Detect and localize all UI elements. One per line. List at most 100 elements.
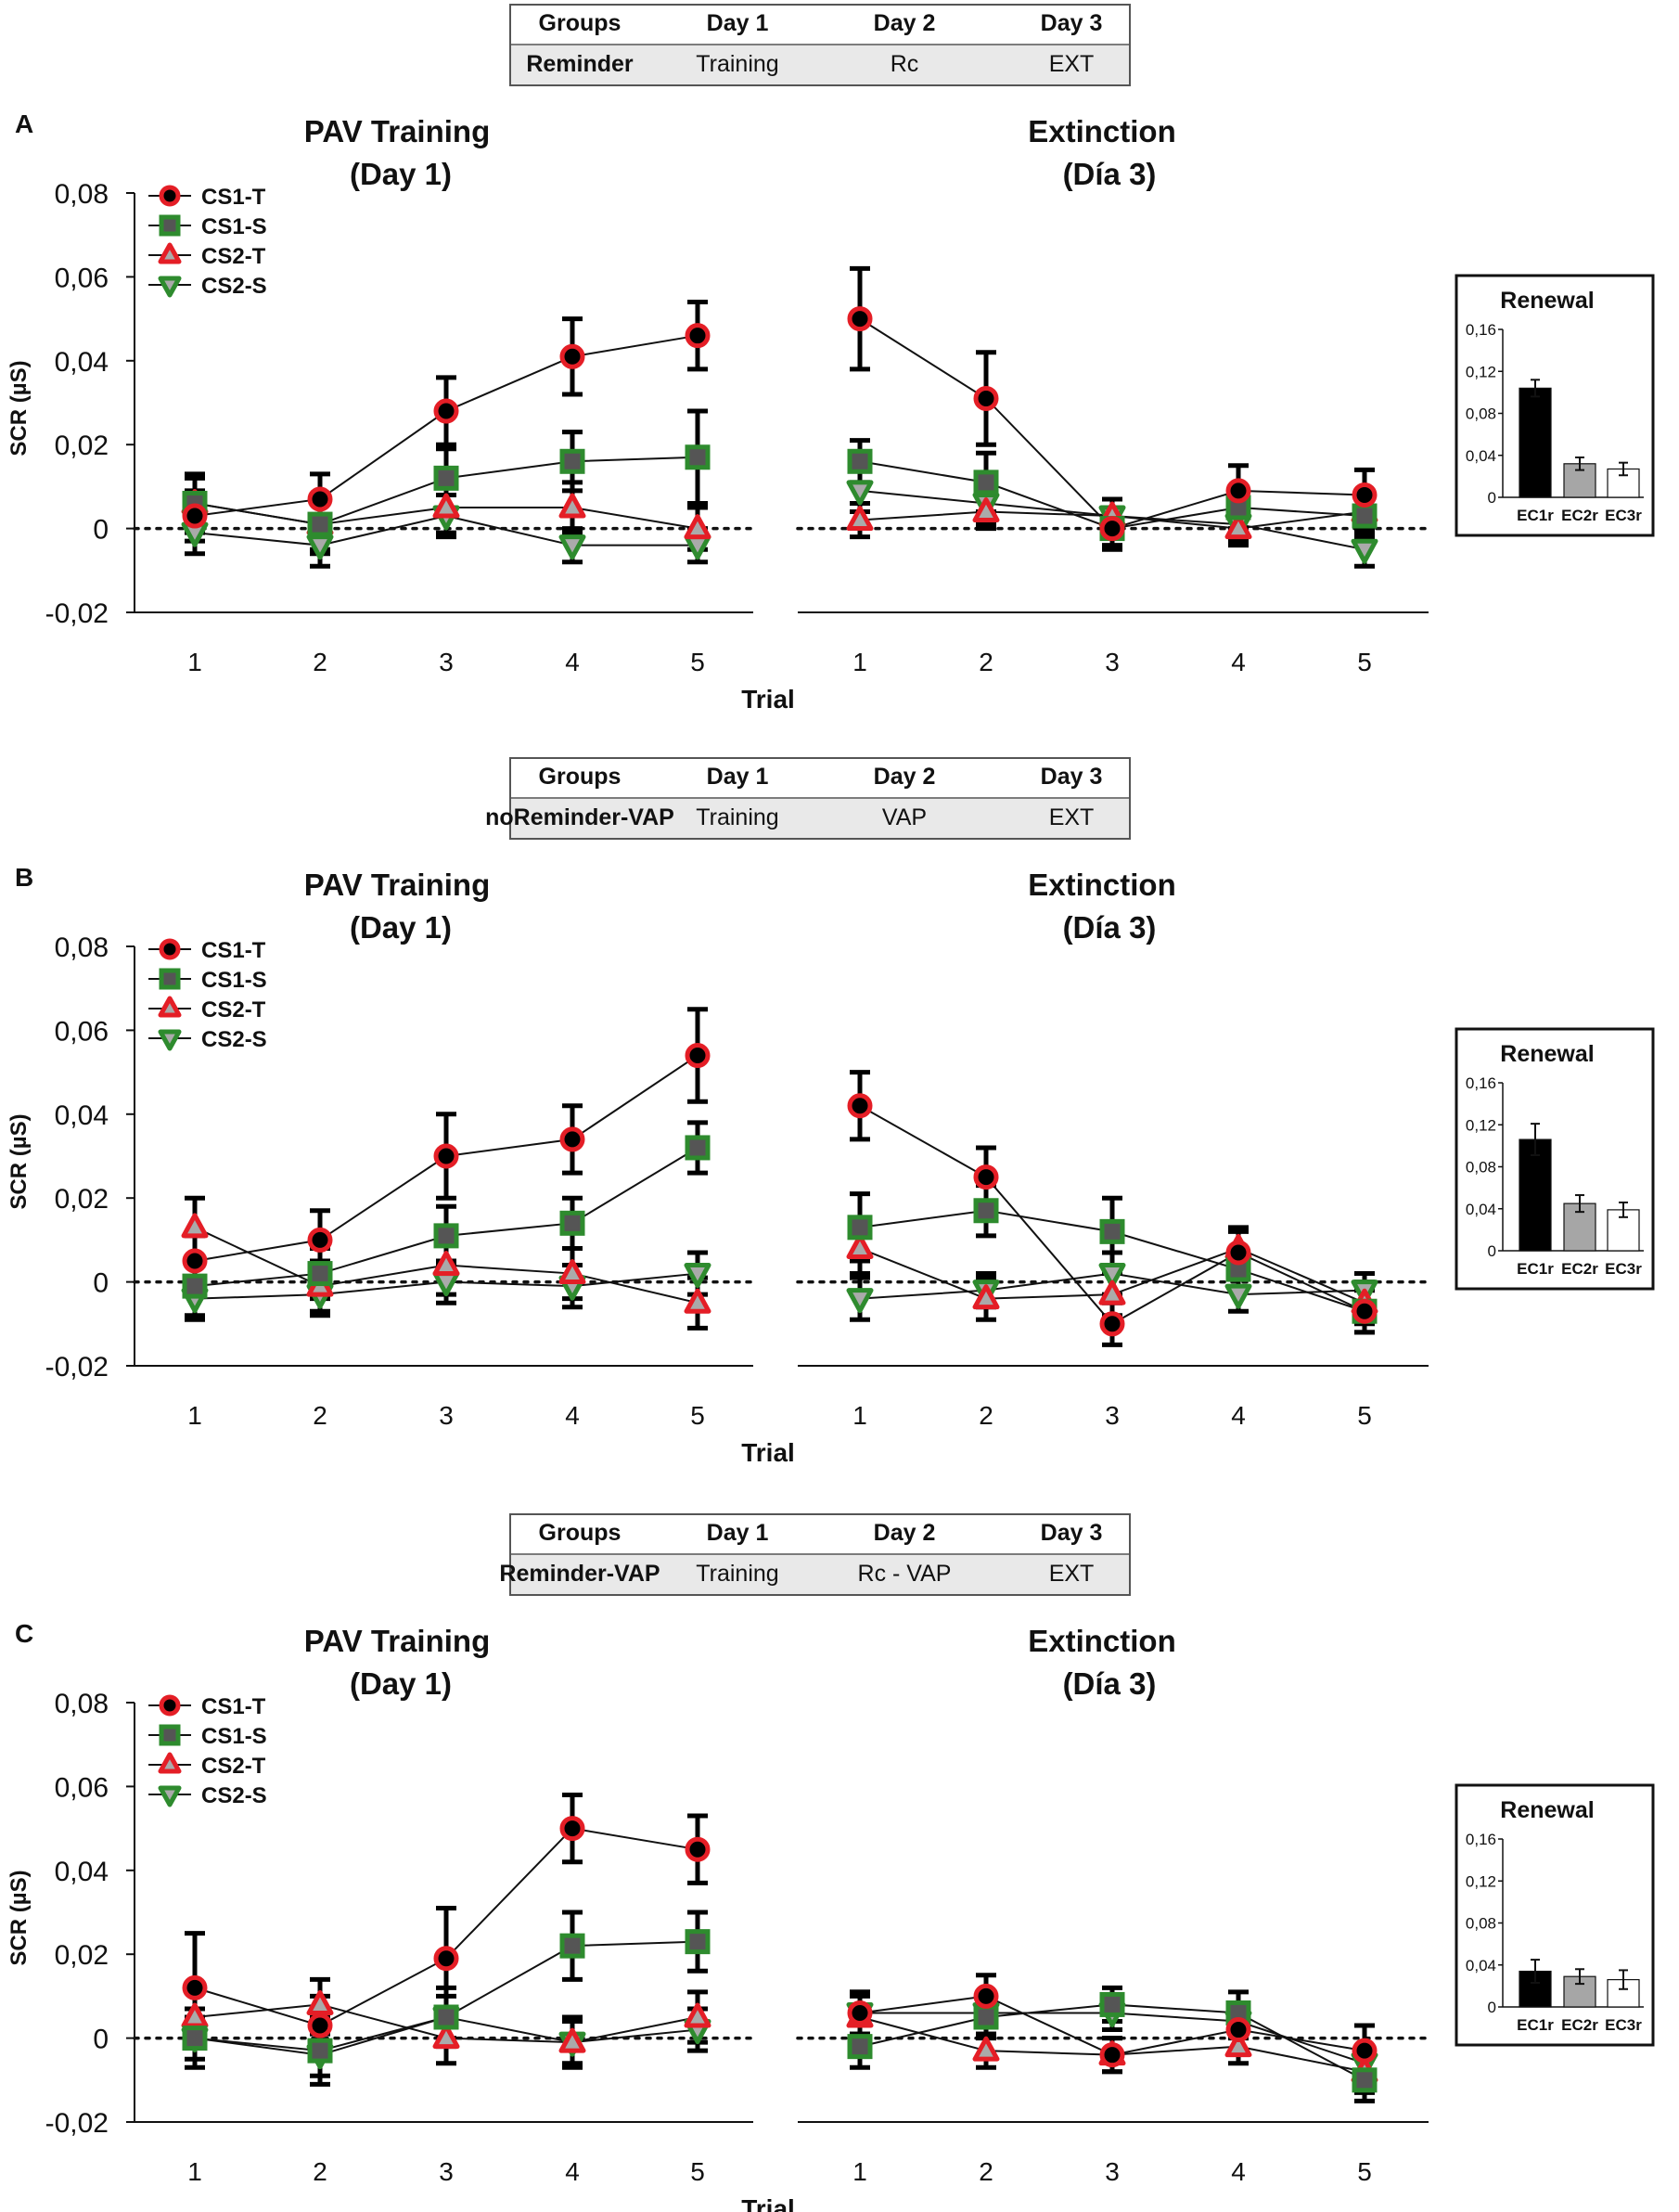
group-table: Groups Day 1 Day 2 Day 3 noReminder-VAP Train…	[485, 757, 1131, 840]
marker-CS1-T	[1099, 516, 1125, 542]
axes: -0,02 0 0,02 0,04 0,06 0,08 SCR (µS) 1 1 2 2 3 3 4 4 5 5…	[6, 1689, 1430, 2212]
marker-CS1-S	[433, 465, 459, 491]
table-cell: Reminder-VAP	[499, 1561, 660, 1587]
axes: -0,02 0 0,02 0,04 0,06 0,08 SCR (µS) 1 1 2 2 3 3 4 4 5 5…	[6, 932, 1430, 1467]
y-tick-label: 0	[93, 1268, 109, 1299]
x-tick-label: 1	[187, 648, 202, 676]
marker-CS1-S	[559, 1933, 585, 1959]
marker-CS2-S	[846, 1288, 874, 1314]
x-tick-label: 2	[313, 648, 327, 676]
x-tick-label: 1	[187, 1401, 202, 1430]
table-header: Day 3	[1041, 1520, 1103, 1546]
renewal-category-label: EC1r	[1517, 507, 1554, 524]
marker-CS2-T	[1224, 2032, 1252, 2058]
marker-CS1-T	[1225, 478, 1251, 504]
marker-CS1-T	[159, 185, 181, 207]
x-tick-label: 3	[1105, 2157, 1120, 2186]
marker-CS1-T	[559, 1126, 585, 1152]
y-tick-label: 0,06	[55, 1772, 109, 1803]
marker-CS1-S	[1352, 2067, 1378, 2093]
marker-CS1-T	[1099, 2042, 1125, 2068]
renewal-tick-label: 0	[1488, 1242, 1496, 1260]
renewal-tick-label: 0,12	[1466, 1872, 1496, 1890]
table-cell: Training	[696, 51, 778, 77]
y-tick-label: 0,08	[55, 179, 109, 210]
y-tick-label: 0,02	[55, 1940, 109, 1971]
marker-CS1-S	[433, 1223, 459, 1249]
plot-title-left: (Day 1)	[350, 1666, 452, 1701]
x-tick-label: 2	[979, 1401, 993, 1430]
renewal-tick-label: 0,08	[1466, 405, 1496, 423]
group-table: Groups Day 1 Day 2 Day 3 Reminder Training Rc E…	[509, 4, 1131, 86]
y-tick-label: -0,02	[45, 2108, 109, 2139]
plot-title-left: (Day 1)	[350, 910, 452, 945]
renewal-tick-label: 0,16	[1466, 1074, 1496, 1092]
marker-CS2-T	[684, 1288, 711, 1314]
marker-CS2-T	[558, 2027, 586, 2053]
marker-CS2-T	[432, 1251, 460, 1277]
marker-CS1-T	[433, 1143, 459, 1169]
table-header: Day 1	[707, 10, 769, 36]
x-tick-label: 2	[313, 2157, 327, 2186]
x-tick-label: 5	[1357, 1401, 1372, 1430]
marker-CS1-T	[182, 503, 208, 529]
table-header: Day 2	[874, 764, 936, 790]
plot-title-right: Extinction	[1028, 114, 1176, 148]
marker-CS1-T	[1225, 2017, 1251, 2043]
legend: CS1-T CS1-S CS2-T CS2-S	[148, 1694, 267, 1808]
marker-CS1-S	[159, 214, 181, 237]
marker-CS1-T	[1225, 1240, 1251, 1266]
marker-CS2-S	[684, 534, 711, 560]
x-tick-label: 1	[852, 2157, 867, 2186]
marker-CS2-T	[432, 493, 460, 519]
table-header: Day 1	[707, 764, 769, 790]
marker-CS2-T	[972, 2036, 1000, 2062]
x-tick-label: 1	[852, 648, 867, 676]
table-cell: Rc	[891, 51, 919, 77]
x-tick-label: 5	[690, 2157, 705, 2186]
marker-CS1-T	[847, 2000, 873, 2026]
marker-CS1-S	[159, 1724, 181, 1746]
renewal-category-label: EC3r	[1605, 2016, 1642, 2034]
renewal-tick-label: 0,04	[1466, 447, 1496, 465]
marker-CS2-T	[846, 1233, 874, 1259]
x-tick-label: 5	[1357, 2157, 1372, 2186]
marker-CS1-T	[433, 398, 459, 424]
marker-CS1-T	[433, 1946, 459, 1972]
panel-label: C	[15, 1619, 33, 1648]
marker-CS2-T	[558, 1259, 586, 1285]
x-tick-label: 4	[1231, 648, 1246, 676]
marker-CS2-T	[1224, 514, 1252, 540]
marker-CS2-T	[684, 2002, 711, 2028]
marker-CS2-T	[558, 493, 586, 519]
x-tick-label: 3	[439, 648, 454, 676]
x-tick-label: 4	[565, 2157, 580, 2186]
plot-left	[181, 1007, 711, 1331]
marker-CS1-S	[433, 2004, 459, 2030]
marker-CS1-S	[1352, 503, 1378, 529]
plot-title-right: Extinction	[1028, 868, 1176, 902]
y-tick-label: 0,06	[55, 1016, 109, 1047]
marker-CS2-S	[158, 1785, 182, 1807]
legend-label: CS1-T	[201, 938, 266, 963]
marker-CS1-S	[307, 1261, 333, 1287]
table-cell: VAP	[882, 804, 927, 830]
y-axis-label: SCR (µS)	[6, 1113, 32, 1209]
legend-label: CS2-T	[201, 1754, 266, 1779]
renewal-category-label: EC2r	[1561, 2016, 1598, 2034]
marker-CS2-S	[846, 480, 874, 506]
marker-CS1-S	[973, 469, 999, 495]
marker-CS2-S	[1098, 1263, 1126, 1289]
legend-label: CS2-S	[201, 1027, 267, 1052]
marker-CS2-T	[684, 514, 711, 540]
panel-C: Groups Day 1 Day 2 Day 3 Reminder-VAP Trainin…	[6, 1513, 1655, 2212]
marker-CS2-T	[158, 242, 182, 264]
table-cell: EXT	[1049, 51, 1095, 77]
marker-CS1-T	[182, 1248, 208, 1274]
renewal-tick-label: 0,08	[1466, 1159, 1496, 1177]
marker-CS1-T	[1352, 2038, 1378, 2064]
marker-CS1-T	[1352, 1298, 1378, 1324]
table-cell: EXT	[1049, 804, 1095, 830]
legend-label: CS1-S	[201, 968, 267, 993]
table-header: Day 3	[1041, 764, 1103, 790]
